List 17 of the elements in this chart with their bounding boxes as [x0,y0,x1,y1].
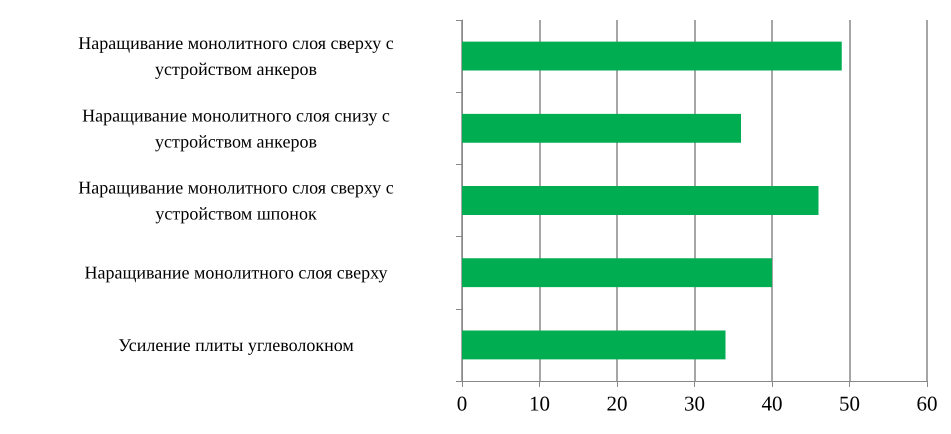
bar [462,330,726,360]
y-tick-label: Наращивание монолитного слоя снизу с устройством анкеров [82,105,390,152]
x-tick-label: 60 [916,392,938,416]
x-tick-label: 50 [839,392,860,416]
bar [462,258,772,288]
y-tick-label: Наращивание монолитного слоя сверху с устройством шпонок [78,178,394,224]
y-tick-label: Усиление плиты углеволокном [118,334,354,355]
x-tick-label: 10 [529,392,550,416]
bar [462,186,818,215]
x-tick-label: 20 [606,392,628,416]
x-tick-label: 30 [684,392,705,416]
y-tick-label: Наращивание монолитного слоя сверху с устройством анкеров [78,33,394,80]
x-tick-label: 40 [762,392,782,416]
bar [462,114,741,143]
x-tick-label: 0 [456,392,468,416]
bar [462,42,842,71]
y-tick-label: Наращивание монолитного слоя сверху [84,262,388,283]
